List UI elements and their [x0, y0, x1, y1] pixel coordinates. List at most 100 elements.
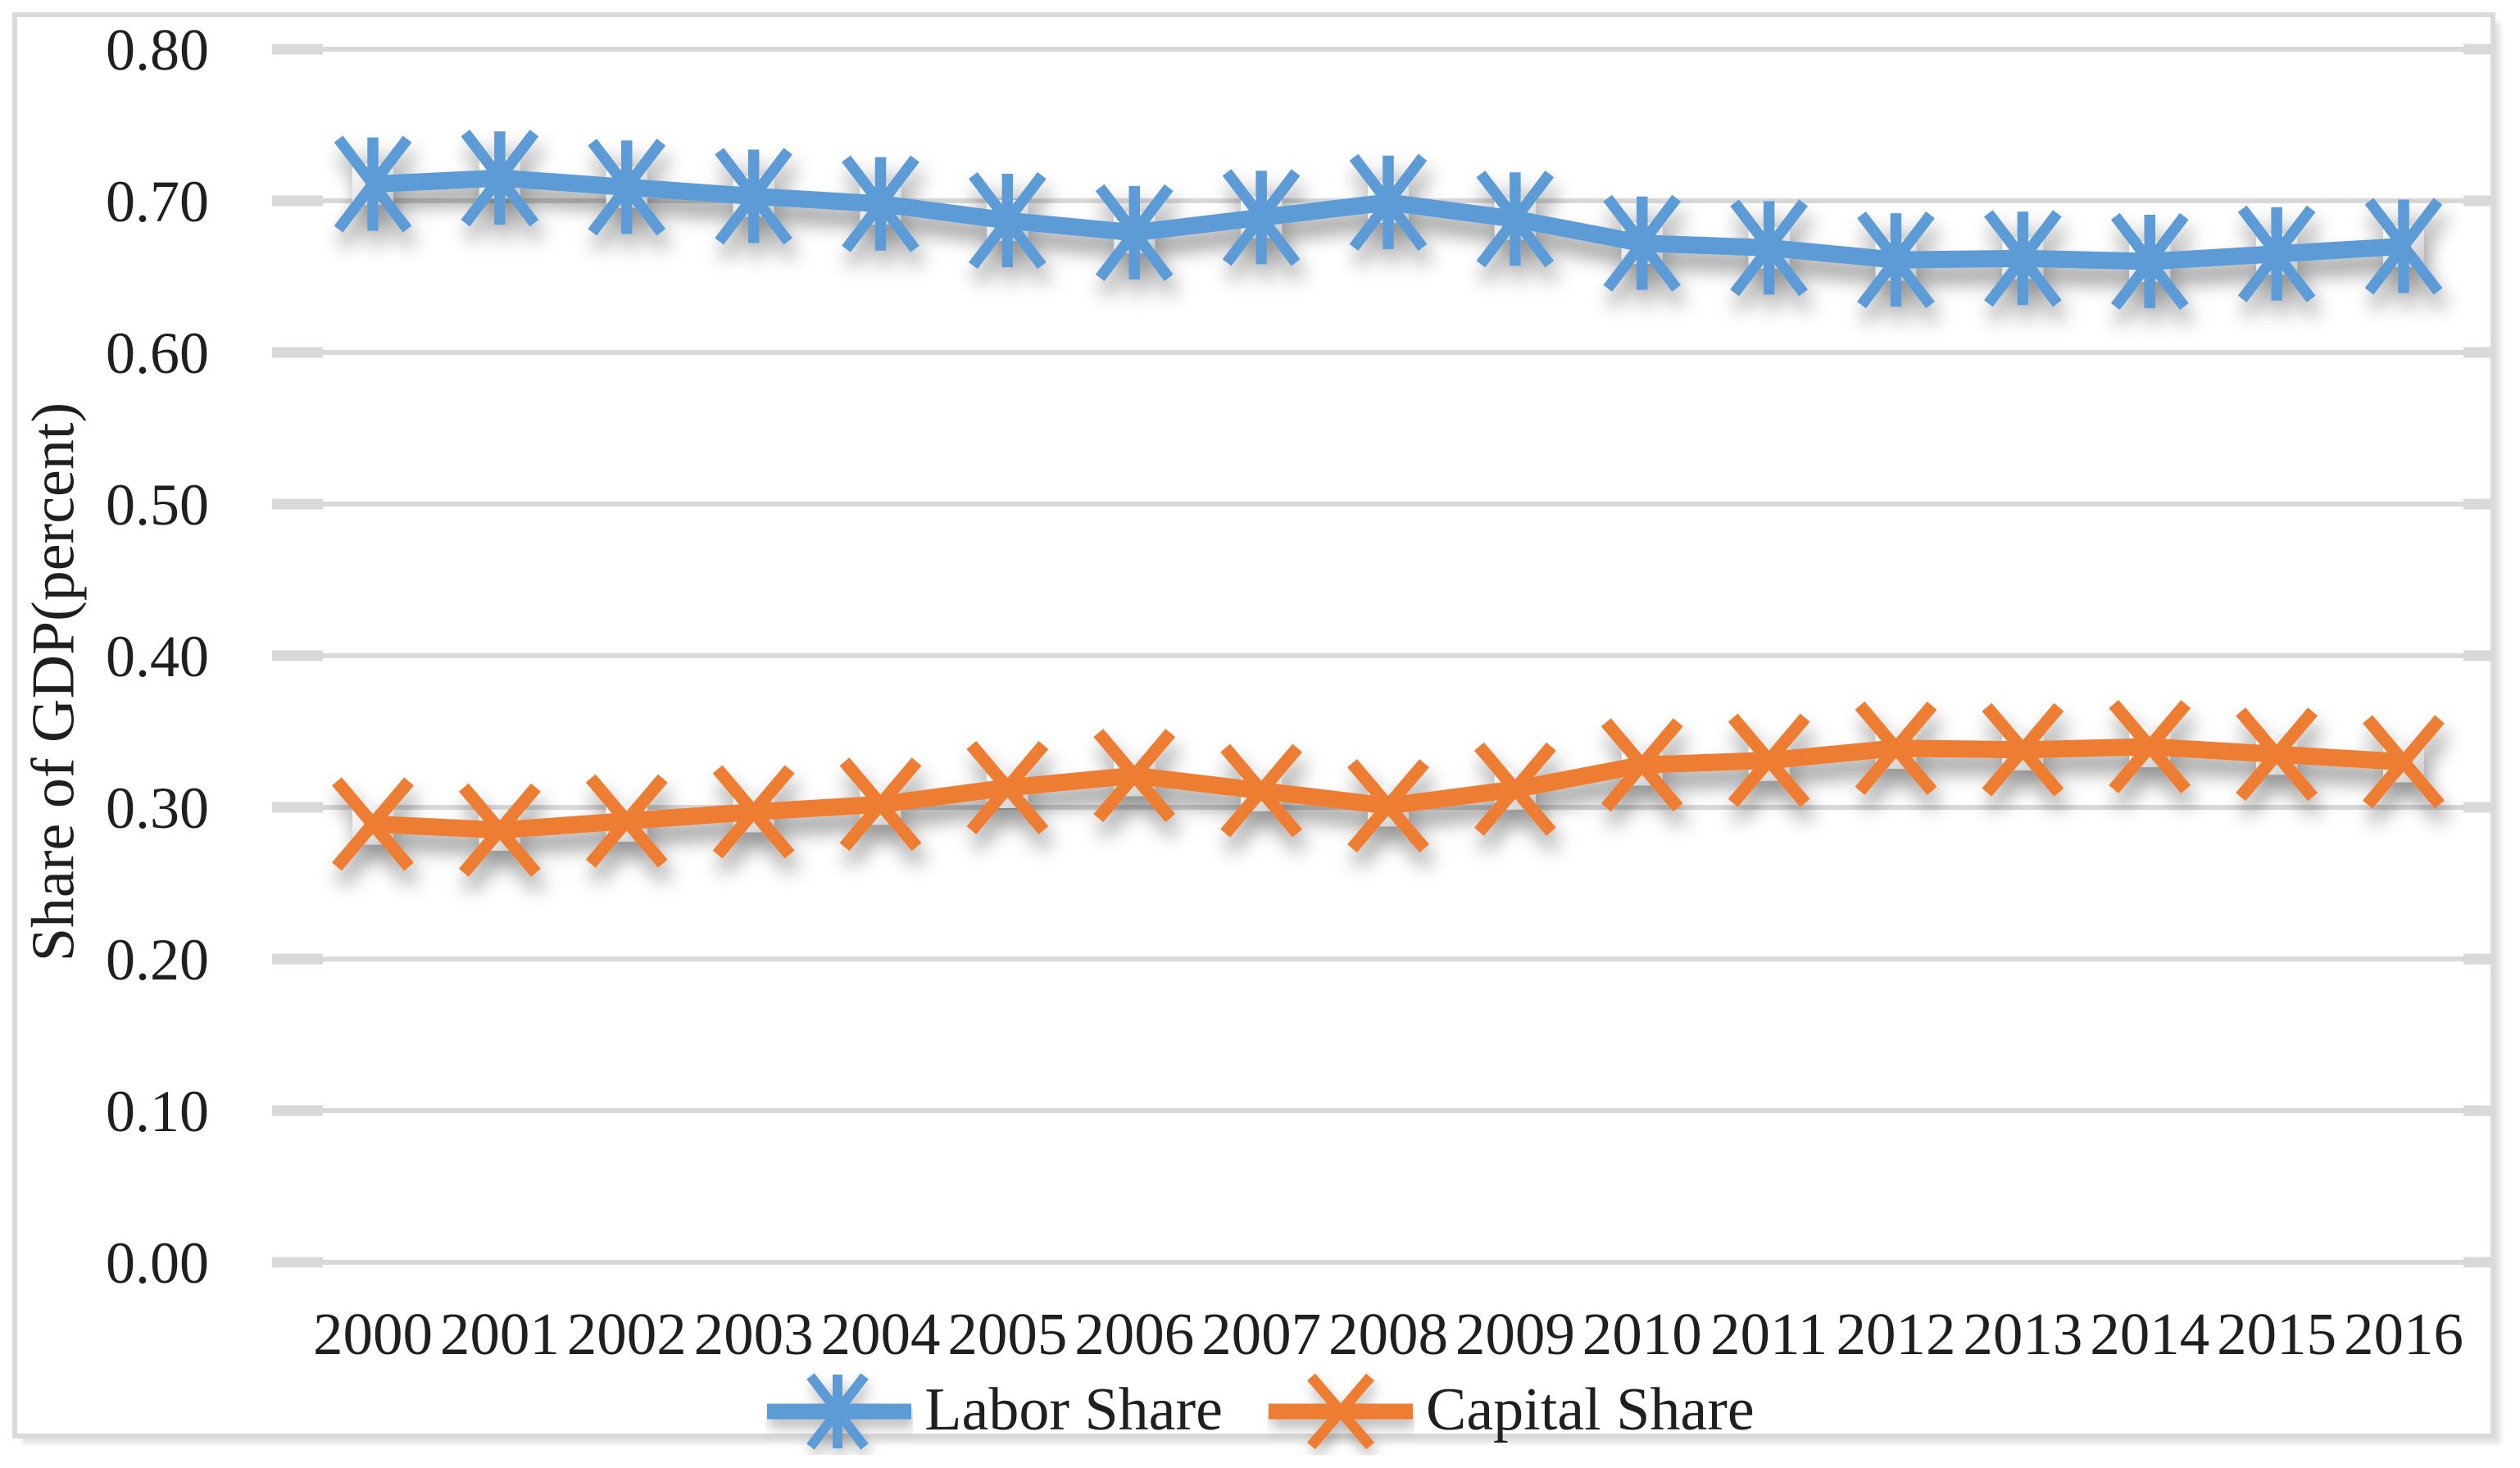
y-axis-tick-left — [272, 1257, 323, 1268]
capital-share-marker — [1347, 759, 1429, 853]
y-axis-tick-right — [2463, 498, 2493, 510]
capital-share-marker — [458, 783, 541, 877]
marker-spoke — [1095, 184, 1174, 281]
marker-spoke — [1349, 153, 1428, 251]
x-tick-label: 2006 — [1074, 1301, 1194, 1367]
x-tick-label: 2009 — [1455, 1301, 1575, 1367]
capital-share-marker — [1728, 713, 1810, 807]
legend-item-labor-share: Labor Share — [765, 1365, 1223, 1455]
labor-share-marker — [1222, 169, 1301, 266]
legend-swatch-0 — [767, 1373, 912, 1450]
labor-share-marker — [1857, 211, 1935, 309]
y-tick-label: 0.10 — [106, 1079, 209, 1144]
marker-spoke — [2109, 699, 2191, 794]
marker-spoke — [806, 1373, 870, 1450]
capital-share-marker — [1093, 729, 1176, 823]
x-tick-label: 2005 — [947, 1301, 1067, 1367]
y-axis-tick-left — [272, 802, 323, 813]
marker-spoke — [1601, 718, 1683, 812]
y-tick-label: 0.40 — [106, 624, 209, 689]
labor-share-marker — [334, 135, 412, 233]
marker-spoke — [334, 135, 412, 233]
marker-spoke — [1476, 170, 1555, 268]
y-axis-title: Share of GDP(percent) — [20, 402, 88, 962]
y-tick-label: 0.70 — [106, 169, 209, 234]
y-axis-tick-left — [272, 953, 323, 965]
y-axis-tick-right — [2463, 802, 2493, 813]
marker-spoke — [715, 148, 792, 245]
marker-spoke — [712, 765, 795, 859]
x-tick-label: 2011 — [1710, 1301, 1828, 1367]
labor-share-marker — [1349, 153, 1428, 251]
x-tick-label: 2004 — [821, 1301, 941, 1367]
marker-spoke — [839, 757, 922, 852]
y-axis-tick-right — [2463, 195, 2493, 207]
y-tick-label: 0.50 — [106, 472, 209, 538]
marker-spoke — [1857, 211, 1935, 309]
marker-spoke — [842, 155, 919, 252]
x-tick-label: 2008 — [1328, 1301, 1448, 1367]
legend-label-labor-share: Labor Share — [924, 1375, 1223, 1443]
labor-share-marker — [2364, 198, 2443, 295]
marker-spoke — [1855, 701, 1937, 795]
capital-share-marker — [1982, 702, 2064, 797]
capital-share-marker — [332, 777, 414, 871]
y-axis-tick-left — [272, 1105, 323, 1116]
marker-spoke — [2110, 212, 2189, 311]
marker-spoke — [2364, 198, 2443, 295]
marker-spoke — [458, 783, 541, 877]
marker-spoke — [2236, 707, 2318, 802]
x-tick-label: 2000 — [313, 1301, 433, 1367]
marker-spoke — [1347, 759, 1429, 853]
capital-share-marker — [712, 765, 795, 859]
capital-share-marker — [2236, 707, 2318, 802]
labor-share-marker — [1476, 170, 1555, 268]
y-tick-label: 0.30 — [106, 775, 209, 841]
y-tick-label: 0.80 — [106, 17, 209, 83]
labor-share-marker — [842, 155, 919, 252]
y-axis-tick-right — [2463, 953, 2493, 965]
series-capital-share — [332, 699, 2445, 877]
marker-spoke — [2363, 715, 2445, 809]
labor-share-marker — [588, 139, 666, 236]
marker-spoke — [461, 130, 539, 227]
marker-spoke — [969, 171, 1047, 270]
labor-share-marker — [1984, 210, 2062, 307]
y-axis-tick-left — [272, 43, 323, 55]
capital-share-marker — [1220, 743, 1303, 838]
capital-share-marker — [1601, 718, 1683, 812]
capital-share-marker — [966, 740, 1049, 834]
y-tick-label: 0.00 — [106, 1230, 209, 1296]
marker-spoke — [1222, 169, 1301, 266]
marker-spoke — [1982, 702, 2064, 797]
labor-share-marker — [1730, 199, 1808, 297]
capital-share-line-marker-icon — [1268, 1373, 1413, 1450]
labor-share-line-marker-icon — [767, 1373, 912, 1450]
capital-share-marker — [1855, 701, 1937, 795]
marker-spoke — [1984, 210, 2062, 307]
capital-share-marker — [585, 774, 668, 868]
y-axis-tick-left — [272, 195, 323, 207]
y-axis-tick-left — [272, 650, 323, 661]
capital-share-marker — [2109, 699, 2191, 794]
marker-spoke — [966, 740, 1049, 834]
legend-item-capital-share: Capital Share — [1267, 1365, 1755, 1455]
chart-outer-border — [12, 12, 2495, 1438]
marker-spoke — [1728, 713, 1810, 807]
capital-share-marker — [2363, 715, 2445, 809]
capital-share-marker — [1473, 742, 1556, 836]
marker-spoke — [588, 139, 666, 236]
legend: Labor Share Capital Share — [0, 1367, 2520, 1452]
y-axis-tick-right — [2463, 1257, 2493, 1268]
y-axis-tick-right — [2463, 347, 2493, 358]
marker-spoke — [332, 777, 414, 871]
y-axis-tick-right — [2463, 1105, 2493, 1116]
x-tick-label: 2001 — [440, 1301, 560, 1367]
legend-swatch-1 — [1268, 1373, 1413, 1450]
x-tick-label: 2014 — [2090, 1301, 2209, 1367]
x-tick-label: 2010 — [1582, 1301, 1702, 1367]
x-axis-labels: 2000 2001 2002 2003 2004 2005 2006 2007 2008 2009… — [313, 1301, 2463, 1367]
y-tick-label: 0.20 — [106, 927, 209, 993]
labor-share-marker — [2237, 205, 2316, 302]
